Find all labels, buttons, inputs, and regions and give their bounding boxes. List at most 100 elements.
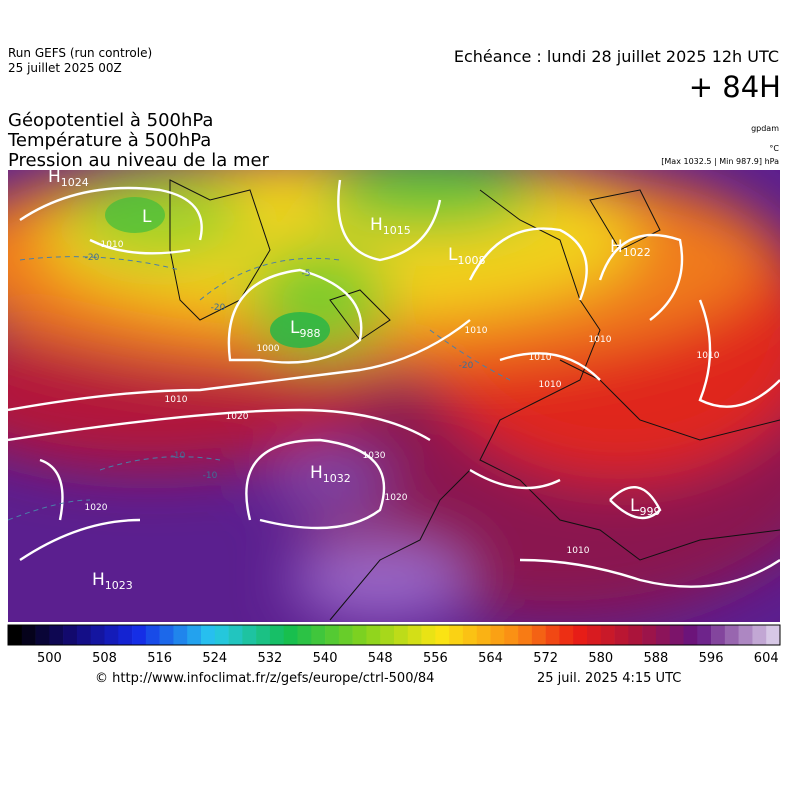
isotherm-label: -10 (203, 471, 218, 481)
pressure-center: L988 (290, 318, 320, 340)
colorbar-swatch (559, 625, 574, 645)
colorbar: 500 508 516 524 532 540 548 556 564 572 580 588 596 6… (7, 624, 781, 666)
isobar-label: 1010 (465, 326, 488, 336)
colorbar-swatch (159, 625, 174, 645)
colorbar-swatch (683, 625, 698, 645)
colorbar-swatch (531, 625, 546, 645)
run-date: 25 juillet 2025 00Z (8, 61, 122, 75)
colorbar-swatch (490, 625, 505, 645)
colorbar-swatch (49, 625, 64, 645)
isobar-label: 1010 (697, 351, 720, 361)
title: Pression au niveau de la mer (8, 150, 270, 171)
colorbar-swatch (545, 625, 560, 645)
run-label: Run GEFS (run controle) (8, 46, 152, 60)
colorbar-swatch (752, 625, 767, 645)
colorbar-swatch (338, 625, 353, 645)
pressure-center: L (142, 207, 152, 227)
isobar-label: 1010 (165, 395, 188, 405)
colorbar-swatch (201, 625, 216, 645)
isobar-label: 1000 (257, 344, 280, 354)
colorbar-swatch (711, 625, 726, 645)
colorbar-swatch (8, 625, 23, 645)
colorbar-swatch (366, 625, 381, 645)
source: © http://www.infoclimat.fr/z/gefs/europe… (95, 671, 434, 686)
colorbar-tick-label: 524 (202, 651, 227, 666)
colorbar-tick-label: 596 (699, 651, 724, 666)
colorbar-swatch (132, 625, 147, 645)
center-letter: L (630, 496, 640, 516)
center-letter: H (48, 167, 61, 187)
center-value: 1008 (457, 254, 485, 267)
isotherm-label: -20 (459, 361, 474, 371)
center-letter: H (610, 237, 623, 257)
center-letter: L (290, 318, 300, 338)
pressure-center: H1023 (92, 570, 133, 592)
colorbar-swatch (228, 625, 243, 645)
isotherm-label: -20 (211, 303, 226, 313)
isotherm-label: -20 (85, 253, 100, 263)
center-letter: H (310, 463, 323, 483)
colorbar-swatch (187, 625, 202, 645)
colorbar-swatch (669, 625, 684, 645)
colorbar-swatch (504, 625, 519, 645)
colorbar-tick-label: 540 (313, 651, 338, 666)
colorbar-swatch (297, 625, 312, 645)
colorbar-swatch (283, 625, 298, 645)
isobar-label: 1020 (226, 412, 249, 422)
colorbar-swatch (738, 625, 753, 645)
lead-time: + 84H (689, 70, 781, 104)
isobar-label: 1020 (385, 493, 408, 503)
colorbar-swatch (421, 625, 436, 645)
pressure-center: H1024 (48, 167, 89, 189)
colorbar-tick-label: 604 (754, 651, 779, 666)
colorbar-swatch (242, 625, 257, 645)
colorbar-tick-label: 564 (478, 651, 503, 666)
colorbar-swatch (325, 625, 340, 645)
colorbar-swatch (462, 625, 478, 645)
pressure-center: H1032 (310, 463, 351, 485)
colorbar-swatch (407, 625, 422, 645)
colorbar-swatch (600, 625, 615, 645)
pressure-center: L999 (630, 496, 660, 518)
isotherm-label: -5 (302, 269, 311, 279)
colorbar-swatch (642, 625, 657, 645)
colorbar-swatch (145, 625, 160, 645)
colorbar-swatch (256, 625, 271, 645)
center-value: 1032 (323, 472, 351, 485)
colorbar-swatch (614, 625, 629, 645)
unit: °C (769, 144, 779, 153)
colorbar-swatch (90, 625, 105, 645)
center-value: 1024 (61, 176, 89, 189)
colorbar-swatch (587, 625, 602, 645)
colorbar-tick-label: 516 (147, 651, 172, 666)
colorbar-swatch (352, 625, 367, 645)
colorbar-tick-label: 500 (37, 651, 62, 666)
isobar-label: 1010 (529, 353, 552, 363)
colorbar-swatch (724, 625, 739, 645)
colorbar-swatch (21, 625, 36, 645)
colorbar-swatch (118, 625, 133, 645)
unit: [Max 1032.5 | Min 987.9] hPa (661, 157, 779, 166)
colorbar-swatch (76, 625, 92, 645)
unit: gpdam (751, 124, 779, 133)
center-letter: H (370, 215, 383, 235)
colorbar-tick-label: 508 (92, 651, 117, 666)
colorbar-swatch (697, 625, 712, 645)
pressure-center: L1008 (448, 245, 485, 267)
colorbar-swatch (35, 625, 50, 645)
colorbar-swatch (655, 625, 671, 645)
colorbar-tick-label: 532 (258, 651, 283, 666)
title: Géopotentiel à 500hPa (8, 110, 213, 131)
pressure-center: H1022 (610, 237, 651, 259)
isobar-label: 1030 (363, 451, 386, 461)
colorbar-swatch (518, 625, 533, 645)
colorbar-swatch (214, 625, 229, 645)
colorbar-swatch (311, 625, 326, 645)
colorbar-swatch (449, 625, 464, 645)
pressure-center: H1015 (370, 215, 411, 237)
generated-time: 25 juil. 2025 4:15 UTC (537, 671, 681, 686)
isobar-label: 1020 (85, 503, 108, 513)
colorbar-tick-label: 572 (533, 651, 558, 666)
center-value: 1015 (383, 224, 411, 237)
